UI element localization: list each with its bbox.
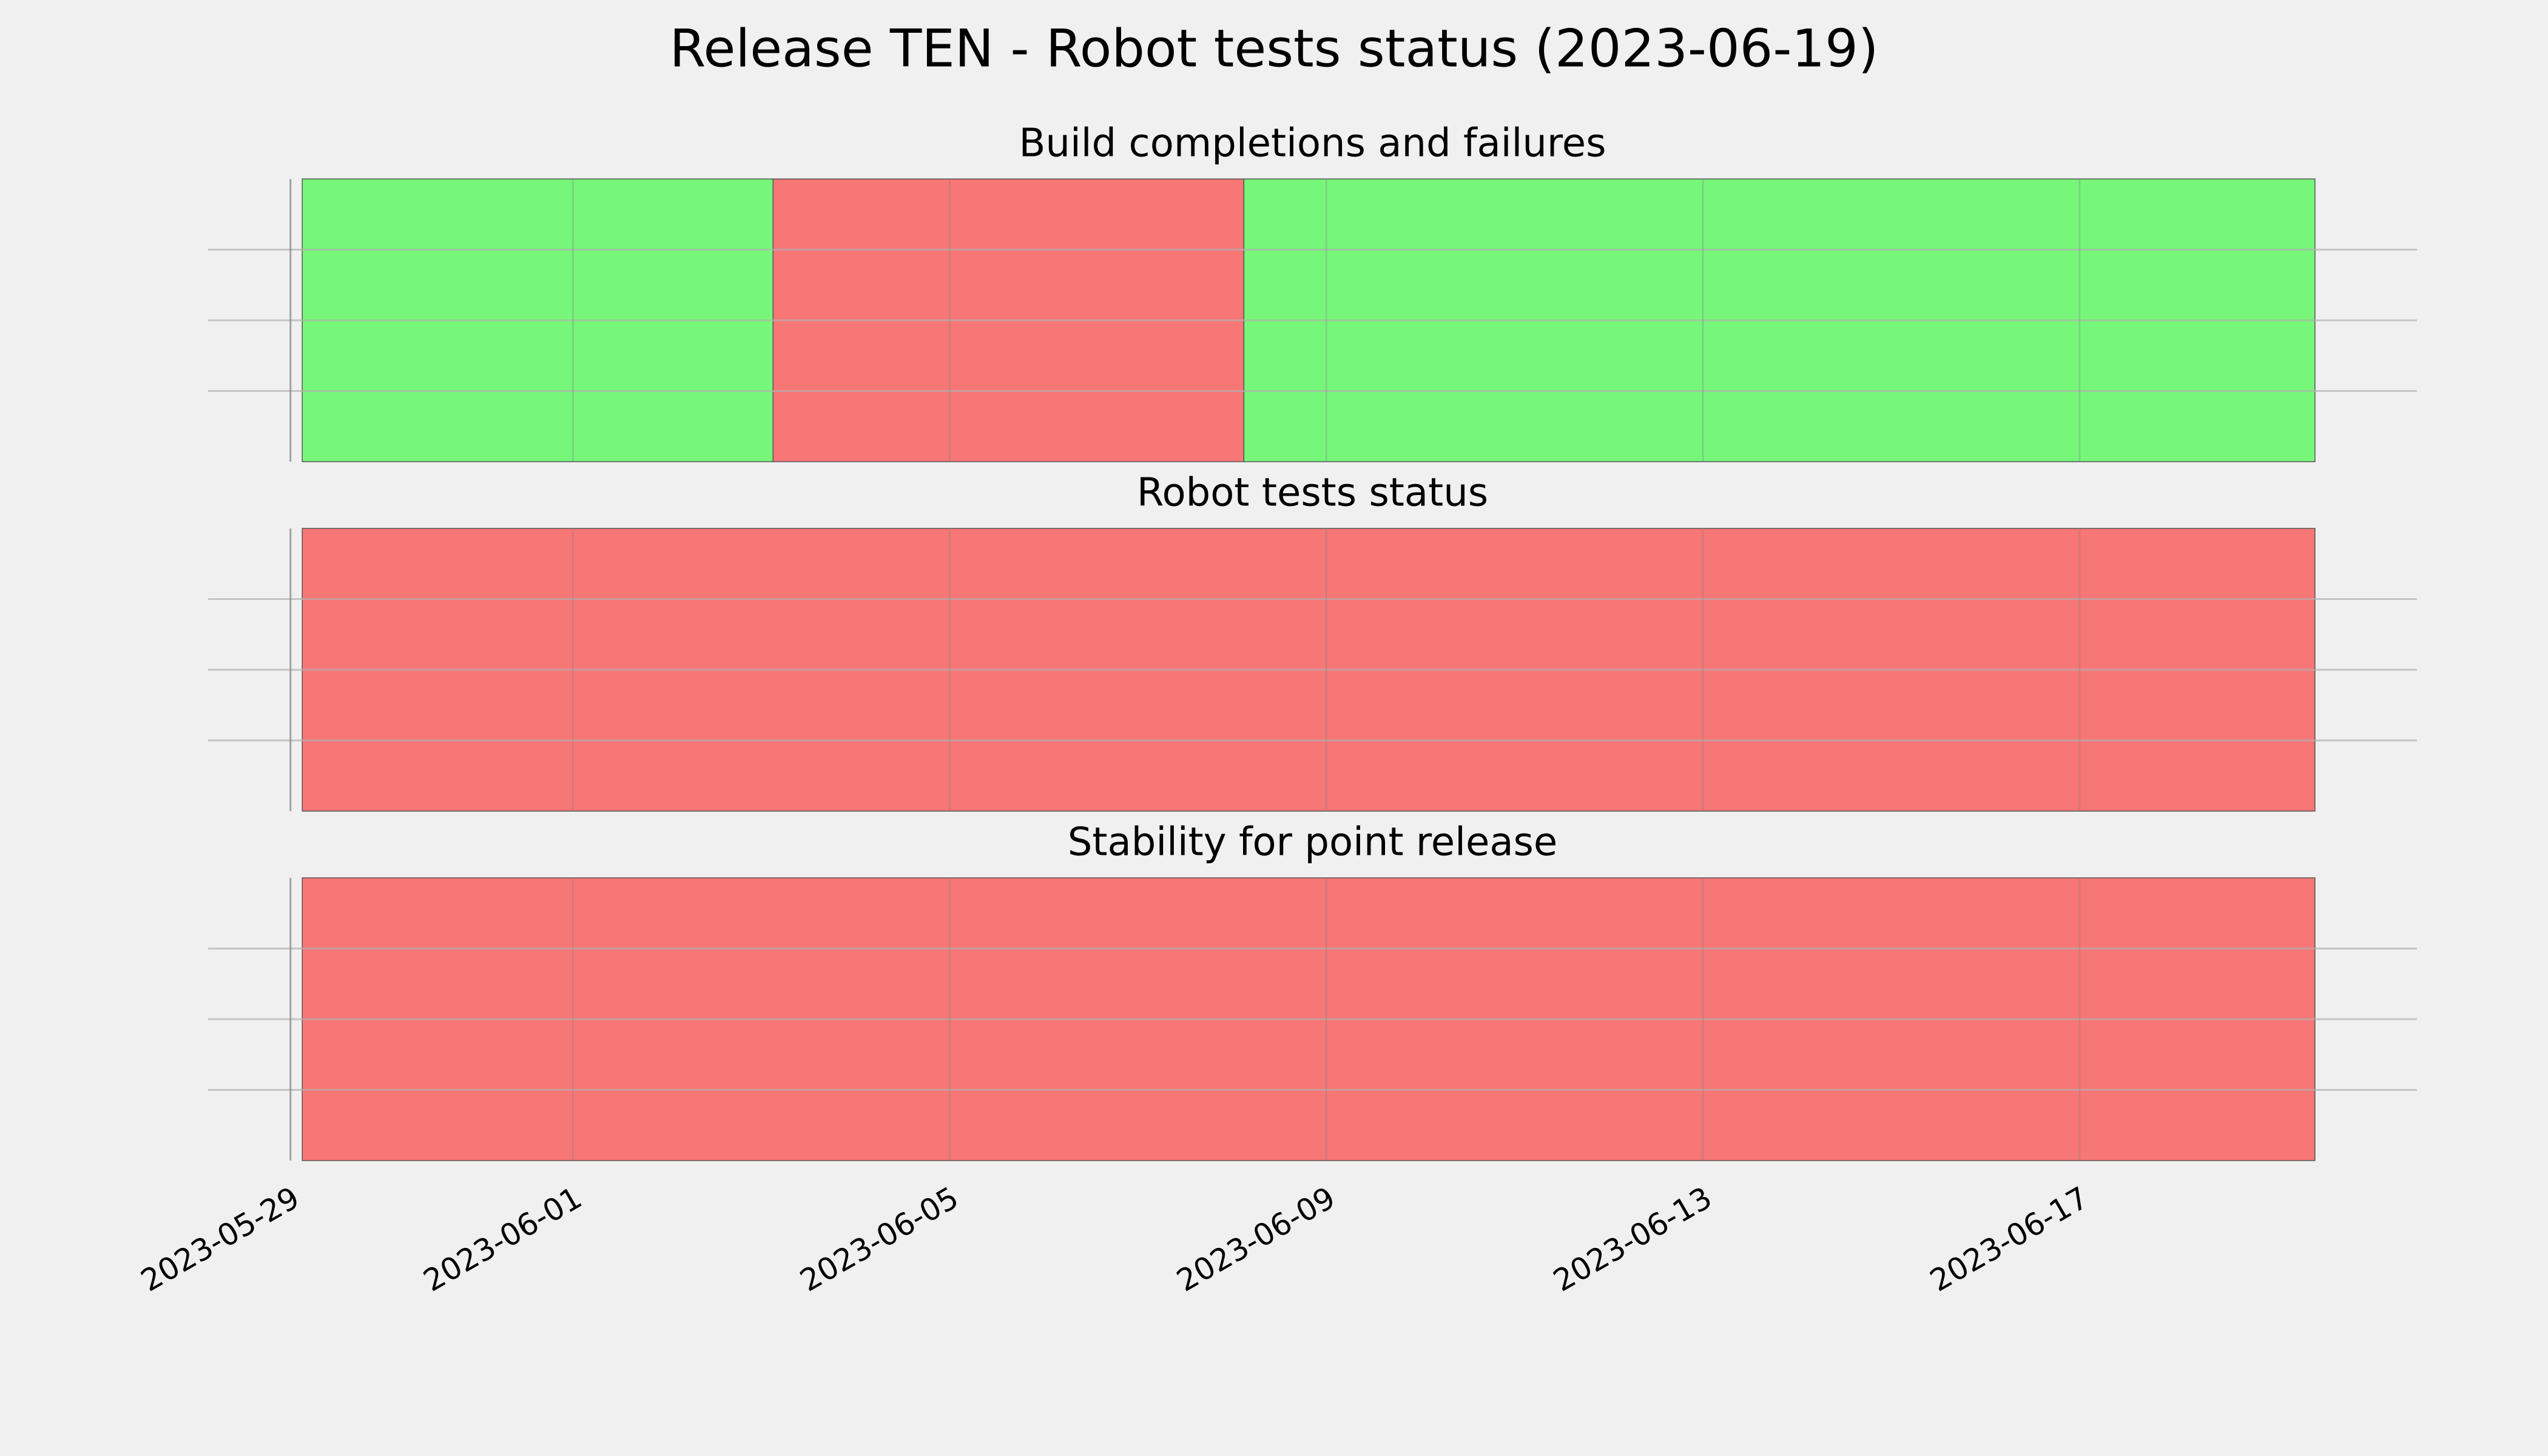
subplot-title: Stability for point release <box>1068 820 1558 865</box>
subplot-title: Build completions and failures <box>1019 121 1606 166</box>
subplot-title: Robot tests status <box>1137 471 1488 516</box>
chart-title: Release TEN - Robot tests status (2023-0… <box>670 18 1879 79</box>
